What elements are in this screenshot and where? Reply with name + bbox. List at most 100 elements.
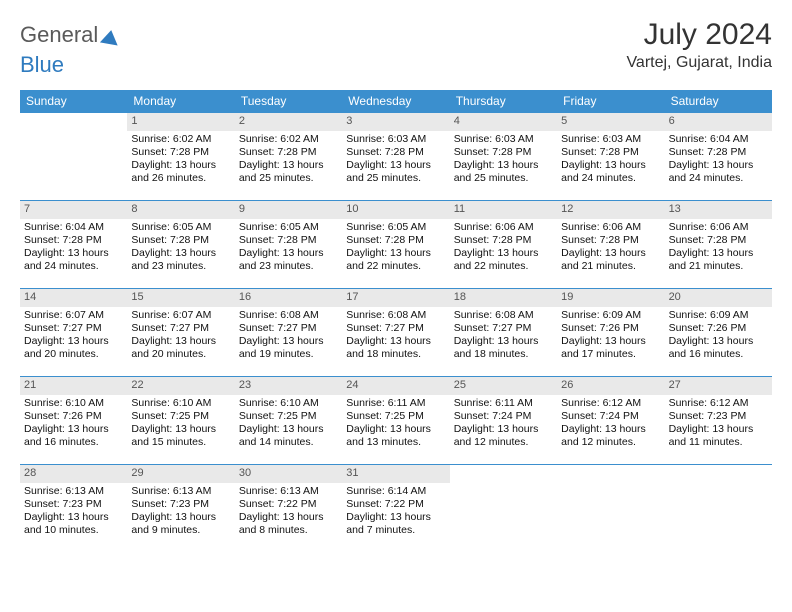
sunrise-line: Sunrise: 6:08 AM <box>239 309 338 322</box>
day-info: Sunrise: 6:09 AMSunset: 7:26 PMDaylight:… <box>665 307 772 366</box>
sunset-line: Sunset: 7:27 PM <box>24 322 123 335</box>
sunrise-line: Sunrise: 6:10 AM <box>131 397 230 410</box>
logo-mark-icon <box>100 29 120 46</box>
day-info: Sunrise: 6:06 AMSunset: 7:28 PMDaylight:… <box>450 219 557 278</box>
sunrise-line: Sunrise: 6:06 AM <box>669 221 768 234</box>
day-number: 16 <box>235 289 342 307</box>
sunset-line: Sunset: 7:23 PM <box>131 498 230 511</box>
sunrise-line: Sunrise: 6:03 AM <box>561 133 660 146</box>
daylight-line: Daylight: 13 hours and 21 minutes. <box>561 247 660 273</box>
calendar-cell: 10Sunrise: 6:05 AMSunset: 7:28 PMDayligh… <box>342 200 449 288</box>
calendar-grid: 1Sunrise: 6:02 AMSunset: 7:28 PMDaylight… <box>20 112 772 552</box>
sunset-line: Sunset: 7:24 PM <box>561 410 660 423</box>
day-info: Sunrise: 6:09 AMSunset: 7:26 PMDaylight:… <box>557 307 664 366</box>
day-info: Sunrise: 6:03 AMSunset: 7:28 PMDaylight:… <box>557 131 664 190</box>
sunrise-line: Sunrise: 6:05 AM <box>239 221 338 234</box>
calendar-cell: 20Sunrise: 6:09 AMSunset: 7:26 PMDayligh… <box>665 288 772 376</box>
day-number: 17 <box>342 289 449 307</box>
day-info: Sunrise: 6:07 AMSunset: 7:27 PMDaylight:… <box>127 307 234 366</box>
daylight-line: Daylight: 13 hours and 7 minutes. <box>346 511 445 537</box>
sunset-line: Sunset: 7:25 PM <box>239 410 338 423</box>
sunrise-line: Sunrise: 6:11 AM <box>346 397 445 410</box>
day-info: Sunrise: 6:11 AMSunset: 7:24 PMDaylight:… <box>450 395 557 454</box>
day-number: 30 <box>235 465 342 483</box>
daylight-line: Daylight: 13 hours and 20 minutes. <box>24 335 123 361</box>
day-number: 1 <box>127 113 234 131</box>
day-number: 6 <box>665 113 772 131</box>
sunset-line: Sunset: 7:25 PM <box>131 410 230 423</box>
weekday-header: Wednesday <box>342 90 449 112</box>
day-info: Sunrise: 6:02 AMSunset: 7:28 PMDaylight:… <box>235 131 342 190</box>
calendar-cell: 13Sunrise: 6:06 AMSunset: 7:28 PMDayligh… <box>665 200 772 288</box>
sunset-line: Sunset: 7:28 PM <box>131 234 230 247</box>
calendar-cell: 22Sunrise: 6:10 AMSunset: 7:25 PMDayligh… <box>127 376 234 464</box>
sunrise-line: Sunrise: 6:03 AM <box>346 133 445 146</box>
sunrise-line: Sunrise: 6:09 AM <box>669 309 768 322</box>
sunset-line: Sunset: 7:28 PM <box>239 146 338 159</box>
day-info: Sunrise: 6:13 AMSunset: 7:22 PMDaylight:… <box>235 483 342 542</box>
calendar-cell: 7Sunrise: 6:04 AMSunset: 7:28 PMDaylight… <box>20 200 127 288</box>
weekday-header: Monday <box>127 90 234 112</box>
sunset-line: Sunset: 7:28 PM <box>131 146 230 159</box>
daylight-line: Daylight: 13 hours and 18 minutes. <box>454 335 553 361</box>
calendar-cell: 21Sunrise: 6:10 AMSunset: 7:26 PMDayligh… <box>20 376 127 464</box>
day-info: Sunrise: 6:05 AMSunset: 7:28 PMDaylight:… <box>235 219 342 278</box>
day-number: 23 <box>235 377 342 395</box>
calendar-cell: 29Sunrise: 6:13 AMSunset: 7:23 PMDayligh… <box>127 464 234 552</box>
sunset-line: Sunset: 7:27 PM <box>454 322 553 335</box>
sunset-line: Sunset: 7:26 PM <box>561 322 660 335</box>
daylight-line: Daylight: 13 hours and 19 minutes. <box>239 335 338 361</box>
sunset-line: Sunset: 7:27 PM <box>346 322 445 335</box>
daylight-line: Daylight: 13 hours and 16 minutes. <box>24 423 123 449</box>
sunrise-line: Sunrise: 6:06 AM <box>454 221 553 234</box>
brand-part1: General <box>20 22 98 48</box>
day-info: Sunrise: 6:14 AMSunset: 7:22 PMDaylight:… <box>342 483 449 542</box>
calendar-cell: 30Sunrise: 6:13 AMSunset: 7:22 PMDayligh… <box>235 464 342 552</box>
day-number: 25 <box>450 377 557 395</box>
calendar-cell-blank <box>450 464 557 552</box>
day-number: 11 <box>450 201 557 219</box>
day-number: 24 <box>342 377 449 395</box>
calendar-cell: 12Sunrise: 6:06 AMSunset: 7:28 PMDayligh… <box>557 200 664 288</box>
calendar-cell: 14Sunrise: 6:07 AMSunset: 7:27 PMDayligh… <box>20 288 127 376</box>
day-number: 10 <box>342 201 449 219</box>
sunrise-line: Sunrise: 6:04 AM <box>669 133 768 146</box>
day-number: 14 <box>20 289 127 307</box>
sunset-line: Sunset: 7:28 PM <box>239 234 338 247</box>
sunset-line: Sunset: 7:27 PM <box>239 322 338 335</box>
day-info: Sunrise: 6:13 AMSunset: 7:23 PMDaylight:… <box>20 483 127 542</box>
sunrise-line: Sunrise: 6:05 AM <box>346 221 445 234</box>
calendar-cell: 2Sunrise: 6:02 AMSunset: 7:28 PMDaylight… <box>235 112 342 200</box>
sunset-line: Sunset: 7:27 PM <box>131 322 230 335</box>
daylight-line: Daylight: 13 hours and 18 minutes. <box>346 335 445 361</box>
daylight-line: Daylight: 13 hours and 25 minutes. <box>239 159 338 185</box>
daylight-line: Daylight: 13 hours and 11 minutes. <box>669 423 768 449</box>
calendar-cell: 27Sunrise: 6:12 AMSunset: 7:23 PMDayligh… <box>665 376 772 464</box>
day-number: 29 <box>127 465 234 483</box>
day-number: 3 <box>342 113 449 131</box>
sunset-line: Sunset: 7:22 PM <box>346 498 445 511</box>
sunrise-line: Sunrise: 6:05 AM <box>131 221 230 234</box>
sunrise-line: Sunrise: 6:07 AM <box>131 309 230 322</box>
sunrise-line: Sunrise: 6:13 AM <box>131 485 230 498</box>
day-number: 31 <box>342 465 449 483</box>
calendar-cell: 28Sunrise: 6:13 AMSunset: 7:23 PMDayligh… <box>20 464 127 552</box>
day-number: 15 <box>127 289 234 307</box>
daylight-line: Daylight: 13 hours and 21 minutes. <box>669 247 768 273</box>
sunrise-line: Sunrise: 6:08 AM <box>454 309 553 322</box>
day-number: 21 <box>20 377 127 395</box>
day-number: 28 <box>20 465 127 483</box>
sunrise-line: Sunrise: 6:11 AM <box>454 397 553 410</box>
daylight-line: Daylight: 13 hours and 14 minutes. <box>239 423 338 449</box>
daylight-line: Daylight: 13 hours and 16 minutes. <box>669 335 768 361</box>
sunset-line: Sunset: 7:23 PM <box>24 498 123 511</box>
calendar-cell: 6Sunrise: 6:04 AMSunset: 7:28 PMDaylight… <box>665 112 772 200</box>
daylight-line: Daylight: 13 hours and 24 minutes. <box>24 247 123 273</box>
day-info: Sunrise: 6:10 AMSunset: 7:25 PMDaylight:… <box>127 395 234 454</box>
sunset-line: Sunset: 7:28 PM <box>346 146 445 159</box>
weekday-header: Saturday <box>665 90 772 112</box>
sunrise-line: Sunrise: 6:10 AM <box>24 397 123 410</box>
day-number: 4 <box>450 113 557 131</box>
location-label: Vartej, Gujarat, India <box>626 54 772 72</box>
sunrise-line: Sunrise: 6:04 AM <box>24 221 123 234</box>
